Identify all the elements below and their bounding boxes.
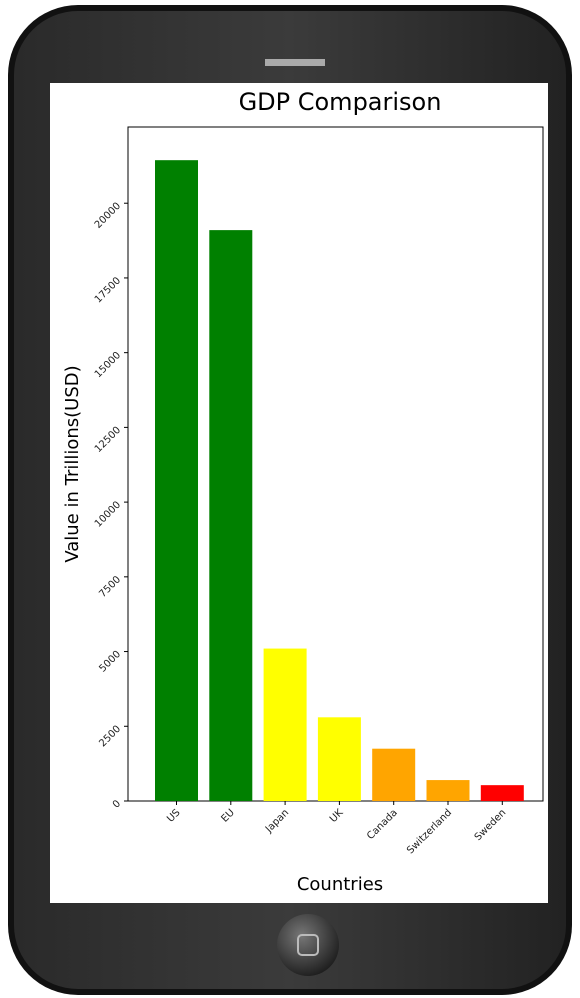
bar [317, 717, 361, 801]
chart: GDP Comparison Countries Value in Trilli… [62, 88, 544, 895]
home-button[interactable] [277, 914, 339, 976]
bar [209, 230, 253, 801]
speaker [265, 59, 325, 66]
bar [155, 160, 198, 801]
home-icon [297, 934, 319, 956]
bar [480, 785, 524, 801]
bar [263, 648, 307, 801]
chart-title: GDP Comparison [239, 88, 442, 116]
y-axis-label: Value in Trillions(USD) [62, 365, 83, 562]
bar [372, 748, 416, 801]
bar [426, 780, 470, 801]
x-axis-label: Countries [297, 874, 383, 895]
